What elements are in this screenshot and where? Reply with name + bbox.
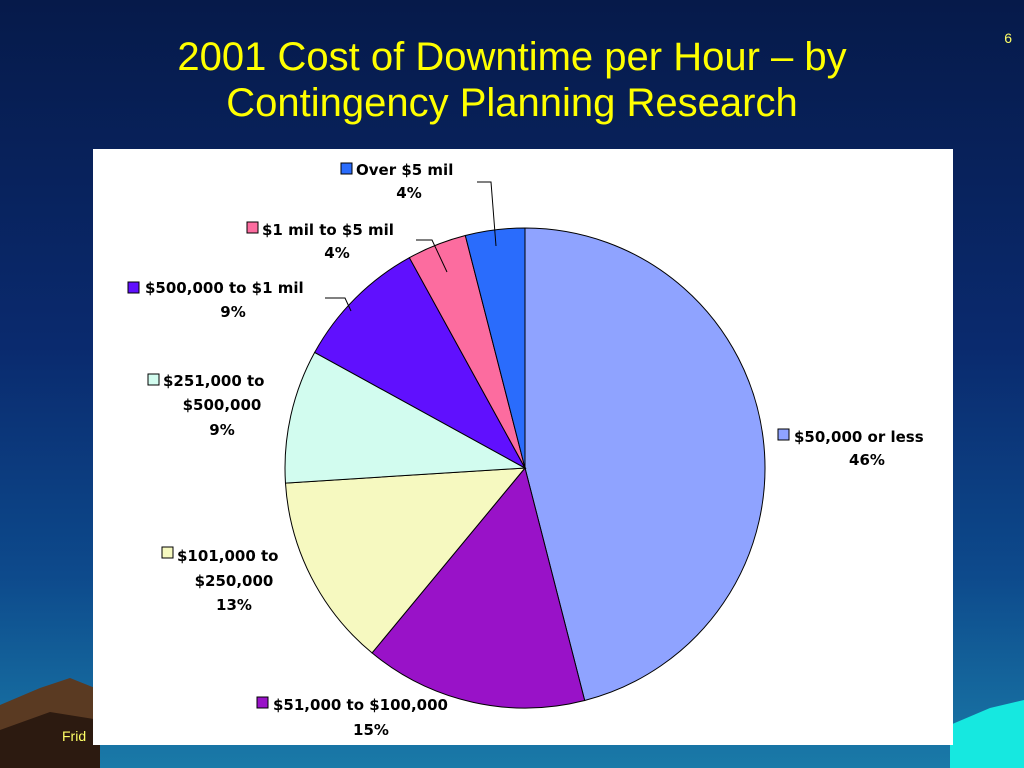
slice-category-label-1: $51,000 to $100,000 — [273, 696, 448, 714]
legend-swatch-5 — [246, 221, 259, 234]
pie-slice-2 — [284, 467, 527, 654]
legend-swatch-6 — [340, 162, 353, 175]
pie-slice-1 — [371, 466, 586, 709]
pie-slice-4 — [314, 257, 527, 470]
pie-slice-0 — [524, 227, 766, 702]
leader-line-4 — [325, 297, 352, 312]
slice-percent-label-2: 13% — [216, 596, 252, 614]
leader-line-6 — [477, 181, 497, 247]
pie-slice-3 — [284, 351, 527, 484]
slice-category-label-line2-3: $500,000 — [183, 396, 262, 414]
pie-chart-panel: $50,000 or less 46% $51,000 to $100,000 15%… — [93, 149, 953, 745]
slice-category-label-line2-2: $250,000 — [195, 572, 274, 590]
slice-category-label-5: $1 mil to $5 mil — [262, 221, 394, 239]
slice-label-5: $1 mil to $5 mil 4% — [246, 221, 448, 273]
slice-percent-label-6: 4% — [396, 184, 421, 202]
legend-swatch-3 — [147, 373, 160, 386]
pie-chart: $50,000 or less 46% $51,000 to $100,000 15%… — [127, 161, 924, 739]
slice-label-3: $251,000 to $500,000 9% — [147, 372, 264, 439]
title-line-1: 2001 Cost of Downtime per Hour – by — [177, 35, 847, 79]
slide-title: 2001 Cost of Downtime per Hour – by Cont… — [80, 34, 944, 126]
slice-category-label-6: Over $5 mil — [356, 161, 453, 179]
slice-percent-label-0: 46% — [849, 451, 885, 469]
footer-left-text: Frid — [62, 728, 87, 744]
slice-label-0: $50,000 or less 46% — [777, 428, 924, 469]
slice-label-6: Over $5 mil 4% — [340, 161, 497, 247]
slice-label-2: $101,000 to $250,000 13% — [161, 546, 278, 614]
legend-swatch-0 — [777, 428, 790, 441]
slice-percent-label-4: 9% — [220, 303, 245, 321]
slice-percent-label-3: 9% — [209, 421, 234, 439]
leader-line-5 — [416, 239, 448, 273]
slice-label-4: $500,000 to $1 mil 9% — [127, 279, 352, 321]
legend-swatch-1 — [256, 696, 269, 709]
slice-category-label-2: $101,000 to — [177, 547, 278, 565]
legend-swatch-4 — [127, 281, 140, 294]
title-line-2: Contingency Planning Research — [226, 81, 798, 125]
slice-category-label-3: $251,000 to — [163, 372, 264, 390]
slice-label-1: $51,000 to $100,000 15% — [256, 696, 448, 739]
slide-number: 6 — [1004, 30, 1012, 46]
slice-category-label-0: $50,000 or less — [794, 428, 924, 446]
slice-category-label-4: $500,000 to $1 mil — [145, 279, 304, 297]
legend-swatch-2 — [161, 546, 174, 559]
slice-percent-label-5: 4% — [324, 244, 349, 262]
slice-percent-label-1: 15% — [353, 721, 389, 739]
